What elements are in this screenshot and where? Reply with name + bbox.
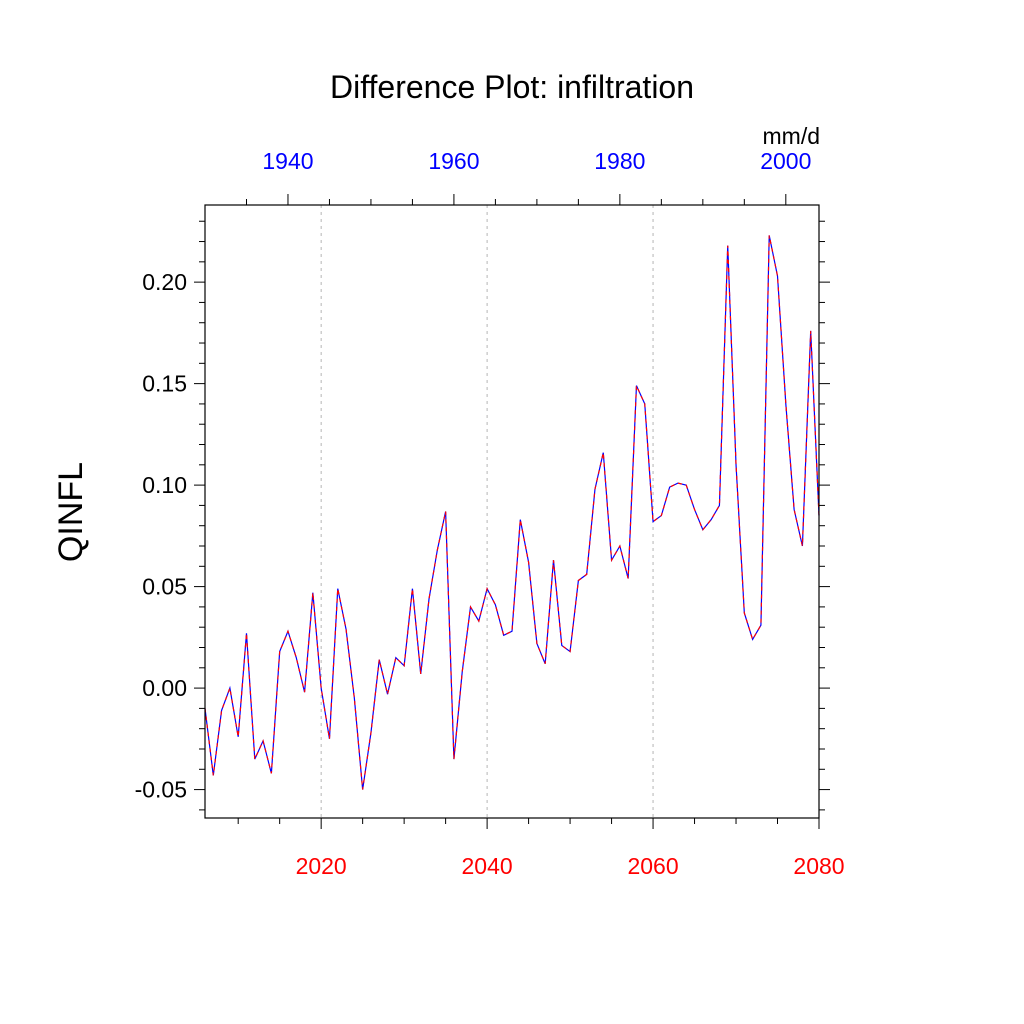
series-line-0 — [204, 235, 820, 790]
y-axis-label: QINFL — [52, 462, 90, 562]
y-tick-label-0.00: 0.00 — [142, 675, 187, 701]
chart-title: Difference Plot: infiltration — [330, 69, 694, 105]
series-layer — [204, 235, 820, 790]
y-tick-label-0.15: 0.15 — [142, 371, 187, 397]
series-line-dashed-0 — [204, 235, 820, 790]
units-label: mm/d — [763, 123, 821, 149]
x-bottom-tick-label-2080: 2080 — [793, 853, 844, 879]
x-bottom-tick-label-2020: 2020 — [296, 853, 347, 879]
grid-lines — [320, 205, 654, 818]
y-tick-label-0.20: 0.20 — [142, 269, 187, 295]
x-top-tick-label-1960: 1960 — [428, 148, 479, 174]
x-bottom-tick-label-2060: 2060 — [627, 853, 678, 879]
x-bottom-tick-label-2040: 2040 — [462, 853, 513, 879]
x-top-tick-label-2000: 2000 — [760, 148, 811, 174]
y-tick-label-0.05: 0.05 — [142, 574, 187, 600]
axis-ticks — [194, 194, 830, 829]
y-tick-label--0.05: -0.05 — [135, 777, 187, 803]
x-top-tick-labels: 1940 1960 1980 2000 — [262, 148, 811, 174]
x-top-tick-label-1940: 1940 — [262, 148, 313, 174]
x-top-tick-label-1980: 1980 — [594, 148, 645, 174]
x-bottom-tick-labels: 2020 2040 2060 2080 — [296, 853, 845, 879]
y-tick-labels: -0.05 0.00 0.05 0.10 0.15 0.20 — [135, 269, 187, 802]
plot-frame — [204, 204, 820, 819]
y-tick-label-0.10: 0.10 — [142, 472, 187, 498]
